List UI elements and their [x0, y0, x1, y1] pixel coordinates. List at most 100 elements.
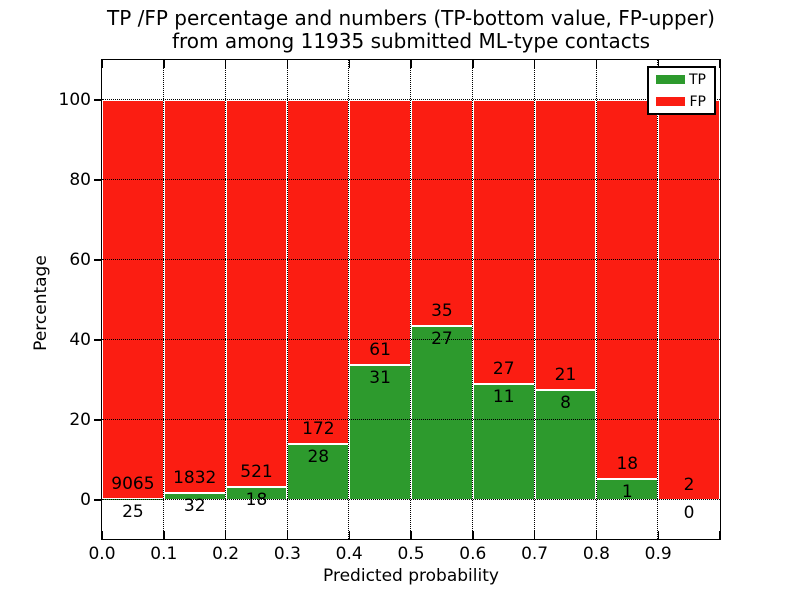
y-tick-label: 0 — [80, 490, 91, 510]
legend-item-tp: TP — [656, 71, 707, 88]
x-tick-label: 0.9 — [644, 544, 672, 564]
legend-box: TP FP — [647, 66, 716, 115]
chart-title: TP /FP percentage and numbers (TP-bottom… — [102, 7, 720, 53]
tp-count-label: 32 — [183, 496, 206, 517]
y-tick-mark — [94, 179, 102, 181]
legend-swatch-tp — [656, 75, 685, 84]
x-tick-mark-top — [224, 60, 227, 68]
x-tick-label: 0.4 — [335, 544, 363, 564]
x-tick-mark-top — [348, 60, 350, 68]
legend-swatch-fp — [656, 97, 685, 106]
y-axis-label: Percentage — [31, 255, 51, 351]
bar-fp-segment — [658, 100, 720, 500]
tp-count-label: 18 — [245, 489, 268, 510]
x-tick-mark — [657, 531, 659, 539]
x-tick-mark-top — [595, 60, 598, 68]
x-tick-mark — [286, 531, 289, 539]
fp-count-label: 35 — [431, 300, 453, 321]
y-tick-mark — [94, 339, 102, 341]
bar-fp-segment — [472, 100, 535, 385]
x-tick-mark-top — [163, 60, 165, 68]
gridline-vertical — [533, 60, 535, 539]
fp-count-label: 1832 — [173, 468, 217, 489]
y-tick-label: 80 — [69, 170, 91, 190]
bar-fp-segment — [349, 100, 411, 366]
bar-fp-segment — [534, 100, 597, 390]
tp-count-label: 27 — [431, 328, 453, 349]
fp-count-label: 18 — [616, 453, 639, 474]
x-tick-mark-top — [719, 60, 721, 68]
x-tick-label: 0.3 — [273, 544, 301, 564]
y-tick-label: 100 — [58, 90, 91, 110]
legend-label-fp: FP — [689, 93, 707, 110]
gridline-vertical — [286, 60, 288, 539]
fp-count-label: 9065 — [111, 473, 155, 494]
y-tick-mark — [94, 419, 102, 421]
chart-title-line2: from among 11935 submitted ML-type conta… — [171, 29, 651, 53]
bar-tp-segment — [472, 384, 535, 500]
bar-tp-segment — [411, 325, 473, 500]
x-tick-label: 0.1 — [150, 544, 178, 564]
fp-count-label: 2 — [683, 475, 695, 495]
y-tick-mark — [94, 99, 102, 101]
x-tick-mark — [101, 531, 103, 539]
fp-count-label: 521 — [240, 461, 273, 482]
x-tick-mark-top — [472, 60, 474, 68]
x-tick-mark — [533, 531, 536, 539]
tp-count-label: 8 — [560, 392, 571, 413]
legend-label-tp: TP — [689, 71, 706, 88]
x-tick-mark-top — [286, 60, 289, 68]
x-tick-label: 0.6 — [459, 544, 487, 564]
tp-count-label: 1 — [621, 481, 633, 502]
gridline-vertical — [657, 60, 659, 539]
tp-count-label: 28 — [307, 447, 330, 467]
x-tick-mark — [348, 531, 350, 539]
chart-title-line1: TP /FP percentage and numbers (TP-bottom… — [107, 6, 715, 30]
plot-area: TP FP 9065 25 1832 32 521 18 172 28 61 31 35 27 27 11 2… — [94, 59, 721, 540]
x-tick-mark-top — [533, 60, 536, 68]
y-tick-mark — [94, 259, 102, 261]
tp-count-label: 11 — [492, 387, 515, 408]
fp-count-label: 61 — [369, 340, 391, 361]
x-tick-mark-top — [101, 60, 103, 68]
y-tick-label: 40 — [69, 330, 91, 350]
x-tick-mark — [472, 531, 474, 539]
y-tick-label: 60 — [69, 250, 91, 270]
x-tick-mark — [224, 531, 227, 539]
tp-count-label: 0 — [683, 503, 695, 523]
x-tick-label: 0.8 — [582, 544, 610, 564]
gridline-vertical — [410, 60, 412, 539]
fp-count-label: 172 — [302, 419, 335, 439]
gridline-vertical — [224, 60, 226, 539]
gridline-vertical — [595, 60, 597, 539]
gridline-vertical — [348, 60, 350, 539]
x-tick-mark — [163, 531, 165, 539]
bar-fp-segment — [287, 100, 350, 444]
bar-fp-segment — [163, 100, 226, 494]
x-tick-mark — [595, 531, 598, 539]
x-tick-label: 0.2 — [212, 544, 240, 564]
x-tick-mark — [719, 531, 721, 539]
x-tick-mark-top — [410, 60, 412, 68]
x-tick-mark — [410, 531, 412, 539]
bar-fp-segment — [596, 100, 659, 479]
bar-fp-segment — [411, 100, 473, 326]
y-tick-label: 20 — [69, 410, 91, 430]
tp-count-label: 31 — [369, 368, 391, 389]
bar-fp-segment — [102, 100, 164, 499]
fp-count-label: 21 — [554, 364, 577, 385]
gridline-vertical — [472, 60, 473, 539]
x-tick-label: 0.7 — [521, 544, 549, 564]
x-tick-mark-top — [657, 60, 659, 68]
fp-count-label: 27 — [492, 359, 515, 380]
tp-count-label: 25 — [122, 501, 144, 522]
bar-fp-segment — [225, 100, 288, 487]
x-tick-label: 0.5 — [397, 544, 425, 564]
bar-tp-segment — [349, 365, 411, 500]
legend-item-fp: FP — [656, 93, 707, 110]
x-tick-label: 0.0 — [88, 544, 116, 564]
x-axis-label: Predicted probability — [323, 566, 499, 586]
y-tick-mark — [94, 499, 102, 501]
gridline-vertical — [163, 60, 164, 539]
